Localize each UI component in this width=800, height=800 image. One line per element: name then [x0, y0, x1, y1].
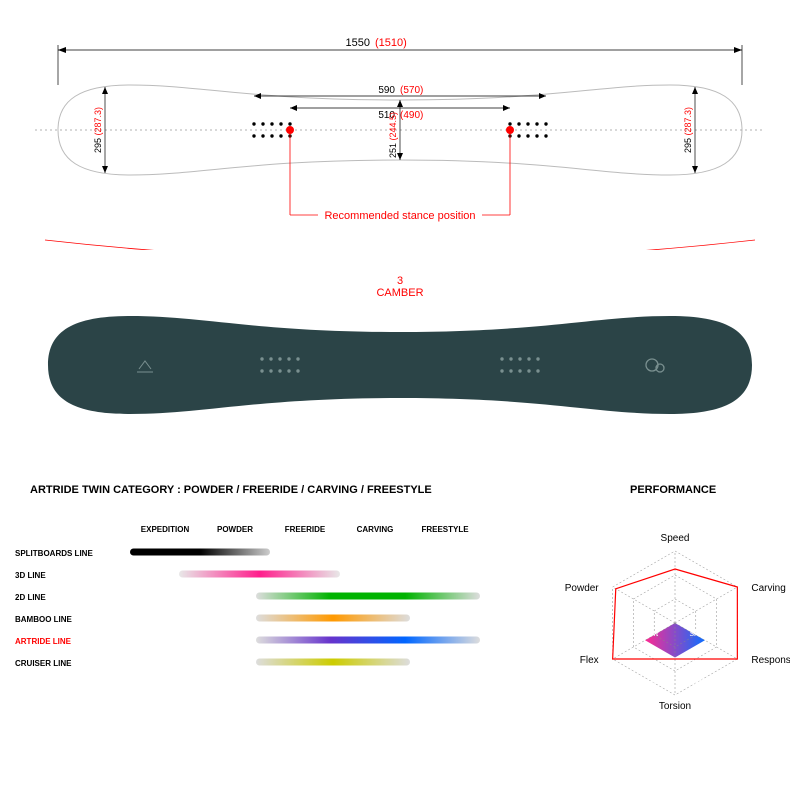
chart-row-label: 2D LINE	[15, 593, 46, 602]
chart-bar	[256, 593, 480, 600]
radar-label-carving: Carving	[751, 583, 785, 594]
chart-row-label: BAMBOO LINE	[15, 615, 73, 624]
dim-overall-length: 1550 (1510)	[58, 37, 742, 85]
performance-title: PERFORMANCE	[630, 484, 716, 496]
chart-bar	[256, 637, 480, 644]
chart-col-expedition: EXPEDITION	[141, 525, 190, 534]
svg-text:251 (244.5): 251 (244.5)	[388, 112, 398, 158]
svg-text:590: 590	[378, 85, 395, 96]
camber-label: CAMBER	[0, 287, 800, 299]
board-outline-diagram: 1550 (1510) 590 (570) 510 (490) 295 (287…	[0, 0, 800, 250]
svg-text:(570): (570)	[400, 85, 423, 96]
radar-label-torsion: Torsion	[659, 701, 691, 712]
board-solid	[0, 310, 800, 420]
stance-label: Recommended stance position	[324, 210, 475, 222]
chart-bar	[179, 571, 340, 578]
camber-arc	[45, 240, 755, 250]
chart-col-powder: POWDER	[217, 525, 253, 534]
radar-label-response: Response	[751, 655, 790, 666]
performance-radar: Speed Carving Response Torsion Flex Powder sof…	[560, 505, 790, 735]
radar-label-speed: Speed	[661, 533, 690, 544]
radar-inner-fast: fast	[692, 676, 707, 686]
chart-col-freeride: FREERIDE	[285, 525, 326, 534]
chart-row-label: 3D LINE	[15, 571, 46, 580]
category-title: ARTRIDE TWIN CATEGORY : POWDER / FREERID…	[30, 484, 432, 496]
svg-text:(1510): (1510)	[375, 37, 407, 49]
radar-label-powder: Powder	[565, 583, 600, 594]
chart-row-label: SPLITBOARDS LINE	[15, 549, 93, 558]
chart-row-label: CRUISER LINE	[15, 659, 72, 668]
radar-inner-slow: slow	[690, 628, 709, 638]
chart-row-label: ARTRIDE LINE	[15, 637, 72, 646]
radar-label-flex: Flex	[580, 655, 599, 666]
svg-text:(490): (490)	[400, 110, 423, 121]
chart-bar	[256, 659, 410, 666]
svg-text:295 (287.3): 295 (287.3)	[683, 107, 693, 153]
chart-col-freestyle: FREESTYLE	[421, 525, 469, 534]
category-chart: EXPEDITION POWDER FREERIDE CARVING FREESTYLE…	[15, 520, 535, 710]
chart-bar	[256, 615, 410, 622]
radar-inner-hard: hard	[642, 676, 661, 686]
chart-bar	[130, 549, 270, 556]
camber-value: 3	[0, 275, 800, 287]
svg-text:1550: 1550	[346, 37, 370, 49]
radar-inner-soft: soft	[644, 628, 659, 638]
chart-col-carving: CARVING	[357, 525, 394, 534]
svg-text:295 (287.3): 295 (287.3)	[93, 107, 103, 153]
